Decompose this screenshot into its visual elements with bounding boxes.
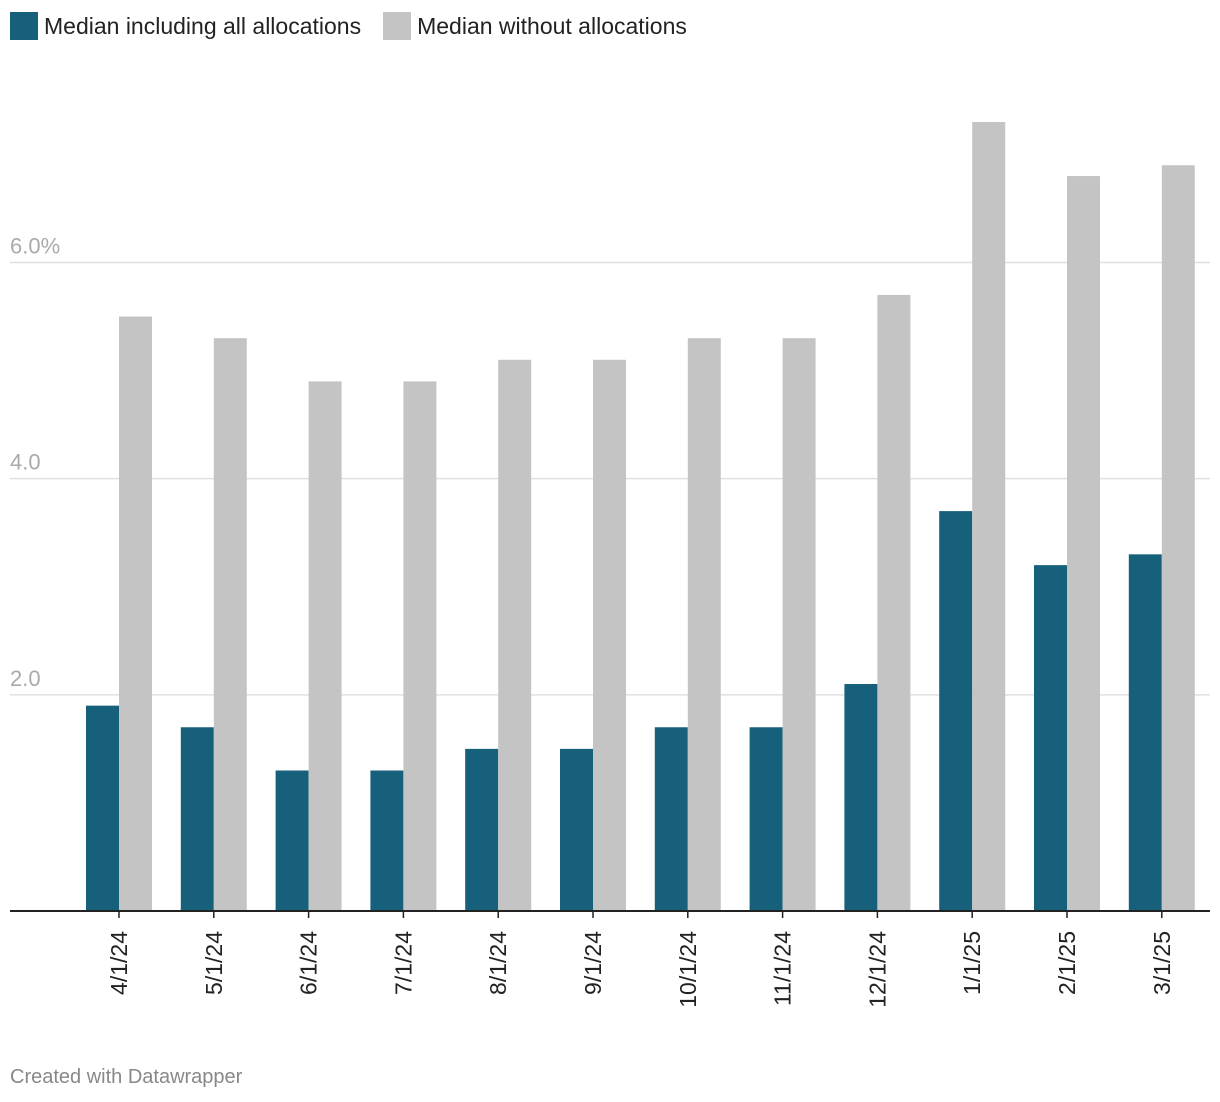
bar-without-9-1-24: [593, 359, 626, 911]
x-tick-label: 10/1/24: [675, 931, 701, 1008]
x-tick-label: 5/1/24: [201, 931, 227, 995]
bar-without-11-1-24: [782, 338, 816, 911]
x-tick-label: 4/1/24: [106, 931, 132, 995]
legend-label-without: Median without allocations: [417, 12, 687, 39]
x-tick-label: 7/1/24: [390, 931, 416, 995]
bar-without-12-1-24: [877, 294, 911, 911]
bar-without-2-1-25: [1067, 176, 1100, 912]
bar-including-10-1-24: [654, 727, 688, 911]
bar-without-8-1-24: [498, 359, 532, 911]
legend-item-without: Median without allocations: [383, 12, 687, 40]
bar-including-11-1-24: [749, 727, 783, 911]
legend-swatch-including: [10, 12, 38, 40]
bar-without-1-1-25: [972, 122, 1006, 911]
bar-without-6-1-24: [308, 381, 342, 912]
legend-label-including: Median including all allocations: [44, 12, 362, 39]
x-tick-label: 12/1/24: [864, 931, 890, 1008]
bar-including-3-1-25: [1128, 554, 1162, 911]
x-tick-label: 3/1/25: [1149, 931, 1175, 995]
y-tick-label: 4.0: [10, 450, 41, 475]
legend-swatch-without: [383, 12, 412, 40]
x-tick-label: 1/1/25: [959, 931, 985, 995]
bar-without-7-1-24: [403, 381, 437, 912]
x-tick-label: 2/1/25: [1054, 931, 1080, 995]
bar-chart: 2.0 4.0 6.0% 4/1/24 5/1/24 6/1/24 7/1/24 8/1/24…: [10, 122, 1210, 1008]
bar-including-2-1-25: [1034, 565, 1067, 911]
bar-including-8-1-24: [465, 748, 499, 911]
bar-including-5-1-24: [180, 727, 214, 911]
bar-including-7-1-24: [370, 770, 404, 911]
x-tick-label: 6/1/24: [296, 931, 322, 995]
bar-without-5-1-24: [213, 338, 247, 911]
bar-including-4-1-24: [86, 705, 119, 911]
bar-including-12-1-24: [844, 684, 878, 911]
credit-text: Created with Datawrapper: [10, 1066, 243, 1088]
bar-including-6-1-24: [275, 770, 309, 911]
bar-including-1-1-25: [939, 511, 973, 911]
x-tick-label: 8/1/24: [485, 931, 511, 995]
x-tick-label: 9/1/24: [580, 931, 606, 995]
y-tick-label: 2.0: [10, 666, 41, 691]
legend: Median including all allocations Median …: [10, 12, 709, 40]
bar-without-3-1-25: [1161, 165, 1195, 911]
bar-including-9-1-24: [560, 748, 593, 911]
y-tick-label: 6.0%: [10, 234, 60, 259]
x-tick-label: 11/1/24: [770, 931, 796, 1006]
legend-item-including: Median including all allocations: [10, 12, 361, 40]
bar-without-4-1-24: [119, 316, 152, 911]
bar-without-10-1-24: [687, 338, 721, 911]
